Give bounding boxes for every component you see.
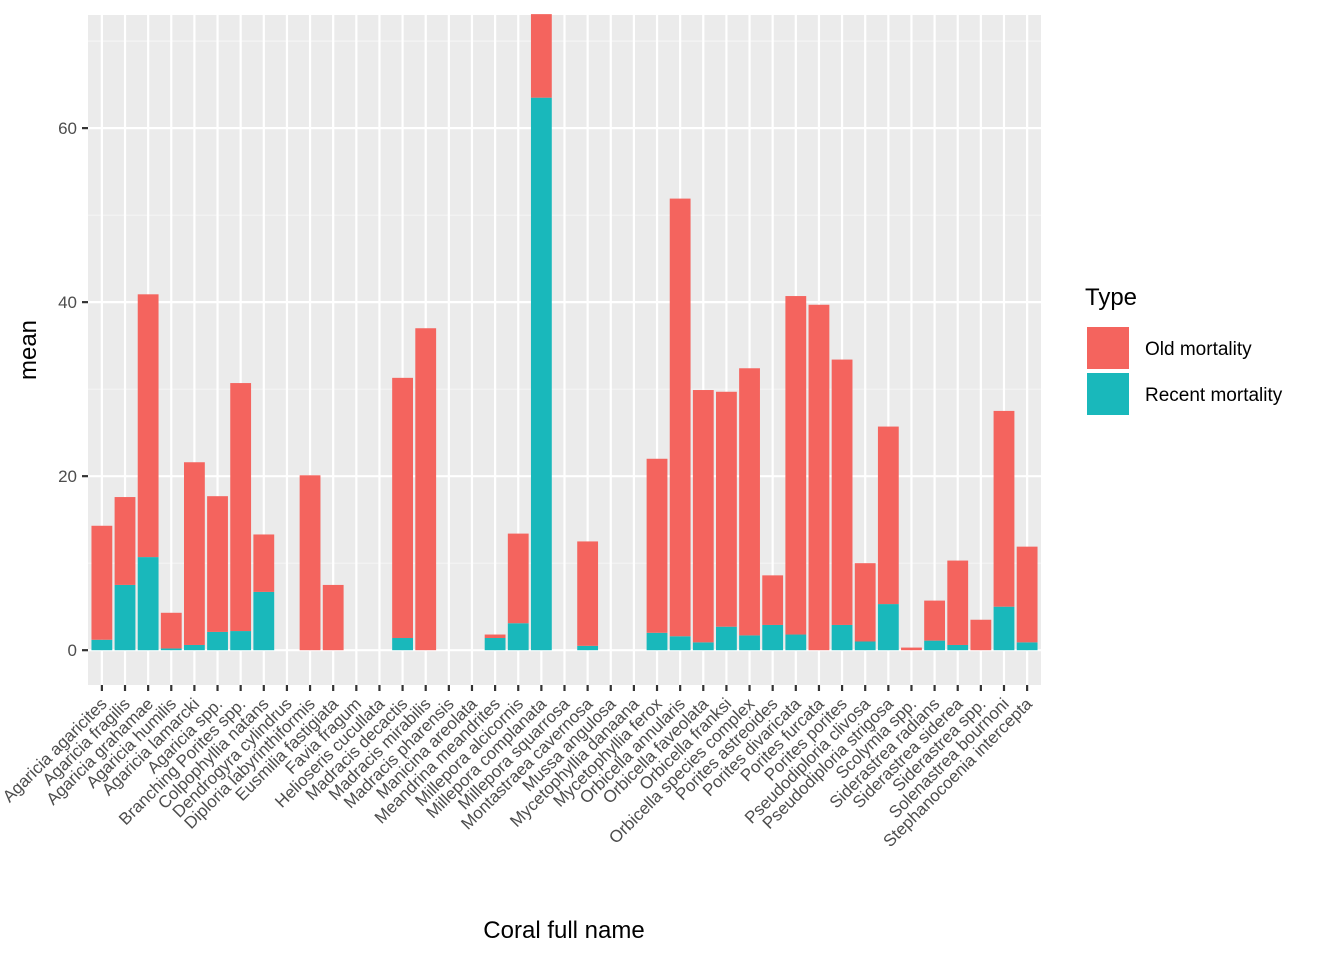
bar-recent-mortality-mycetophyllia-ferox [646, 632, 668, 651]
bar-old-mortality-porites-furcata [808, 304, 830, 651]
bar-recent-mortality-agaricia-humilis [160, 648, 182, 651]
bar-recent-mortality-colpophyllia-natans [253, 591, 275, 651]
bar-old-mortality-solenastrea-bournoni [993, 410, 1015, 607]
bar-old-mortality-madracis-mirabilis [415, 328, 437, 651]
bar-old-mortality-madracis-decactis [392, 377, 413, 639]
bars [91, 14, 1038, 651]
bar-recent-mortality-agaricia-agaricites [91, 639, 113, 651]
bar-recent-mortality-orbicella-franksi [716, 626, 737, 651]
bar-recent-mortality-agaricia-lamarcki [183, 644, 205, 651]
bar-old-mortality-diploria-labyrinthiformis [299, 475, 321, 651]
bar-recent-mortality-solenastrea-bournoni [993, 606, 1015, 651]
bar-old-mortality-agaricia-lamarcki [183, 462, 205, 645]
y-axis-title: mean [15, 320, 42, 380]
bar-old-mortality-porites-astreoides [762, 575, 784, 625]
bar-recent-mortality-orbicella-species-complex [739, 635, 760, 651]
bar-old-mortality-scolymia-spp [901, 647, 922, 651]
bar-recent-mortality-pseudodiploria-clivosa [854, 641, 876, 651]
bar-recent-mortality-branching-porites-spp [230, 631, 252, 651]
bar-recent-mortality-agaricia-fragilis [114, 584, 136, 651]
bar-recent-mortality-porites-astreoides [762, 624, 784, 651]
bar-old-mortality-millepora-alcicornis [507, 533, 529, 624]
legend-key-old-mortality [1085, 325, 1131, 371]
legend: Type Old mortality Recent mortality [1085, 284, 1283, 417]
bar-old-mortality-montastraea-cavernosa [577, 541, 599, 646]
bar-old-mortality-meandrina-meandrites [484, 634, 506, 639]
bar-old-mortality-stephanocoenia-intercepta [1016, 546, 1038, 643]
bar-recent-mortality-montastraea-cavernosa [577, 645, 599, 651]
y-tick-label: 40 [58, 293, 77, 312]
bar-recent-mortality-meandrina-meandrites [484, 638, 506, 651]
bar-recent-mortality-millepora-alcicornis [507, 623, 529, 651]
bar-recent-mortality-siderastrea-siderea [947, 644, 969, 651]
legend-label-recent-mortality: Recent mortality [1145, 385, 1283, 406]
legend-key-recent-mortality [1085, 371, 1131, 417]
bar-old-mortality-eusmilia-fastigiata [322, 584, 344, 651]
bar-recent-mortality-pseudodiploria-strigosa [877, 604, 899, 651]
bar-old-mortality-siderastrea-spp [970, 619, 992, 651]
bar-old-mortality-agaricia-spp [207, 496, 228, 632]
bar-old-mortality-pseudodiploria-clivosa [854, 563, 876, 642]
bar-recent-mortality-siderastrea-radians [924, 640, 946, 651]
y-axis: 0 20 40 60 [58, 119, 88, 660]
bar-old-mortality-millepora-complanata [530, 14, 552, 98]
bar-recent-mortality-porites-divaricata [785, 634, 807, 651]
bar-recent-mortality-porites-porites [831, 624, 853, 651]
bar-old-mortality-siderastrea-radians [924, 600, 946, 641]
bar-old-mortality-pseudodiploria-strigosa [877, 426, 899, 605]
bar-old-mortality-agaricia-agaricites [91, 525, 113, 640]
bar-recent-mortality-stephanocoenia-intercepta [1016, 642, 1038, 651]
bar-recent-mortality-orbicella-faveolata [692, 642, 714, 651]
bar-recent-mortality-millepora-complanata [530, 97, 552, 651]
bar-old-mortality-orbicella-franksi [716, 391, 737, 627]
bar-old-mortality-orbicella-species-complex [739, 368, 760, 636]
bar-old-mortality-agaricia-fragilis [114, 497, 136, 585]
bar-old-mortality-colpophyllia-natans [253, 534, 275, 592]
bar-old-mortality-porites-porites [831, 359, 853, 625]
bar-old-mortality-agaricia-humilis [160, 612, 182, 649]
bar-old-mortality-siderastrea-siderea [947, 560, 969, 645]
bar-recent-mortality-madracis-decactis [392, 638, 413, 651]
bar-old-mortality-agaricia-grahamae [137, 294, 159, 558]
legend-title: Type [1085, 284, 1137, 311]
bar-old-mortality-porites-divaricata [785, 296, 807, 635]
x-axis-title: Coral full name [483, 917, 644, 944]
legend-label-old-mortality: Old mortality [1145, 339, 1252, 360]
bar-old-mortality-orbicella-annularis [669, 198, 691, 637]
bar-old-mortality-branching-porites-spp [230, 383, 252, 632]
bar-old-mortality-mycetophyllia-ferox [646, 458, 668, 633]
y-tick-label: 20 [58, 467, 77, 486]
bar-recent-mortality-agaricia-grahamae [137, 557, 159, 651]
bar-old-mortality-orbicella-faveolata [692, 390, 714, 643]
y-tick-label: 0 [68, 641, 77, 660]
y-tick-label: 60 [58, 119, 77, 138]
bar-recent-mortality-orbicella-annularis [669, 636, 691, 651]
bar-recent-mortality-agaricia-spp [207, 631, 228, 651]
